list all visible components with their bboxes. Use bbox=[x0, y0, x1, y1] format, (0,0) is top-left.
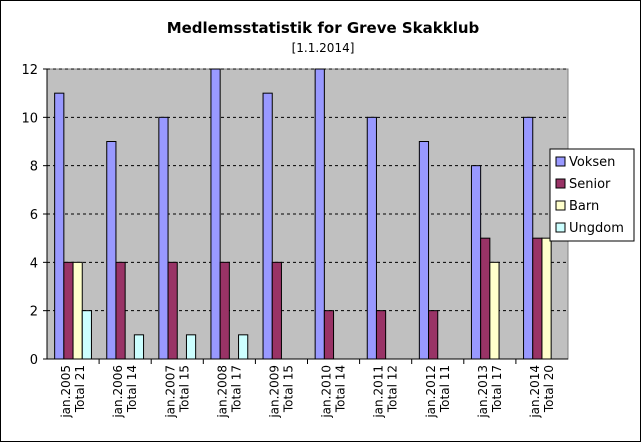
legend-label-ungdom: Ungdom bbox=[569, 221, 624, 236]
legend-swatch-voksen bbox=[555, 156, 566, 167]
x-tick-label: Total 21 bbox=[73, 365, 87, 413]
y-tick-label: 6 bbox=[30, 208, 38, 223]
x-tick-label: jan.2010 bbox=[320, 365, 334, 419]
y-tick-label: 10 bbox=[21, 111, 38, 126]
bar-senior bbox=[323, 310, 335, 360]
bar-senior bbox=[532, 237, 543, 360]
x-tick-label: Total 17 bbox=[490, 365, 504, 413]
x-tick-label: jan.2011 bbox=[372, 365, 386, 419]
bar-voksen bbox=[523, 116, 534, 360]
x-tick-label: Total 15 bbox=[281, 365, 295, 413]
legend: Voksen Senior Barn Ungdom bbox=[549, 148, 635, 242]
x-tick-label: Total 15 bbox=[177, 365, 191, 413]
y-tick-label: 8 bbox=[30, 160, 38, 175]
bar-barn bbox=[541, 237, 552, 360]
bar-ungdom bbox=[185, 334, 197, 360]
legend-label-voksen: Voksen bbox=[569, 155, 615, 170]
bar-barn bbox=[489, 261, 500, 360]
bar-voksen bbox=[106, 141, 117, 360]
x-tick-label: jan.2008 bbox=[215, 365, 229, 419]
y-tick-label: 0 bbox=[30, 353, 38, 368]
y-tick-label: 12 bbox=[21, 63, 38, 78]
legend-label-senior: Senior bbox=[569, 177, 611, 192]
x-tick-label: jan.2007 bbox=[163, 365, 177, 419]
bar-voksen bbox=[418, 141, 430, 360]
bar-ungdom bbox=[81, 310, 92, 360]
bar-voksen bbox=[366, 116, 377, 360]
bar-voksen bbox=[210, 68, 221, 360]
x-tick-label: Total 12 bbox=[386, 365, 400, 413]
y-tick-label: 2 bbox=[30, 305, 38, 320]
x-tick-label: jan.2006 bbox=[111, 365, 125, 419]
legend-swatch-senior bbox=[555, 178, 566, 189]
bar-barn bbox=[72, 261, 83, 360]
chart-subtitle: [1.1.2014] bbox=[292, 41, 355, 55]
bar-voksen bbox=[158, 116, 169, 360]
bar-senior bbox=[271, 261, 282, 360]
x-tick-label: jan.2013 bbox=[476, 365, 490, 419]
bar-senior bbox=[428, 310, 439, 360]
legend-swatch-ungdom bbox=[555, 222, 566, 233]
bar-ungdom bbox=[238, 334, 249, 360]
x-tick-label: Total 11 bbox=[438, 365, 452, 413]
bar-voksen bbox=[54, 92, 65, 360]
bar-voksen bbox=[262, 92, 273, 360]
x-tick-label: jan.2005 bbox=[59, 365, 73, 419]
bar-voksen bbox=[470, 165, 482, 360]
legend-label-barn: Barn bbox=[569, 199, 599, 214]
x-tick-label: jan.2012 bbox=[424, 365, 438, 419]
bar-senior bbox=[375, 310, 387, 360]
bar-senior bbox=[480, 237, 491, 360]
x-tick-label: jan.2014 bbox=[528, 365, 542, 419]
x-tick-label: Total 20 bbox=[542, 365, 556, 413]
legend-swatch-barn bbox=[555, 200, 566, 211]
bar-senior bbox=[167, 261, 178, 360]
chart-title: Medlemsstatistik for Greve Skakklub bbox=[167, 19, 480, 37]
bar-senior bbox=[219, 261, 230, 360]
y-tick-label: 4 bbox=[30, 256, 38, 271]
bar-senior bbox=[63, 261, 74, 360]
bar-voksen bbox=[314, 68, 325, 360]
x-tick-label: jan.2009 bbox=[267, 365, 281, 419]
x-tick-label: Total 14 bbox=[125, 365, 139, 413]
bar-ungdom bbox=[133, 334, 145, 360]
bar-senior bbox=[115, 261, 126, 360]
x-tick-label: Total 17 bbox=[229, 365, 243, 413]
x-tick-label: Total 14 bbox=[334, 365, 348, 413]
